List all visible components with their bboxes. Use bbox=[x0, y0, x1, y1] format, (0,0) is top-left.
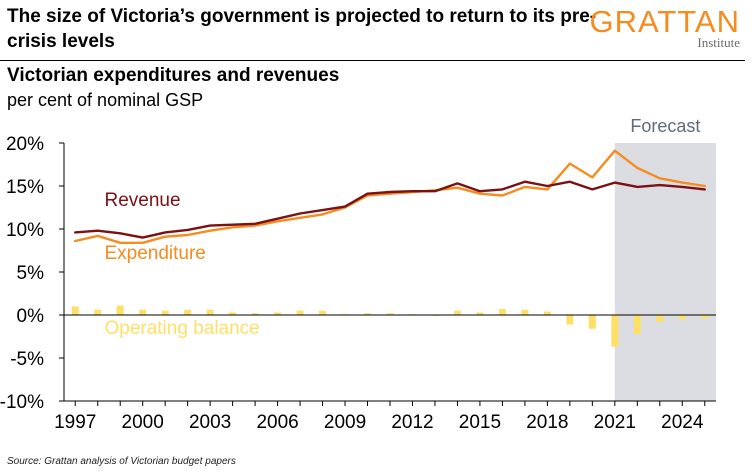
operating-balance-bar-2001 bbox=[161, 310, 169, 315]
source-note: Source: Grattan analysis of Victorian bu… bbox=[7, 456, 236, 467]
operating-balance-bar-2019 bbox=[566, 315, 574, 325]
operating-balance-bar-2015 bbox=[476, 312, 484, 315]
operating-balance-bar-2005 bbox=[251, 313, 259, 315]
x-tick-label-2024: 2024 bbox=[661, 412, 704, 433]
operating-balance-bar-2007 bbox=[296, 310, 304, 315]
revenue-line bbox=[73, 180, 706, 239]
operating-balance-bar-2021 bbox=[611, 315, 619, 347]
operating-balance-bar-2011 bbox=[386, 313, 394, 315]
logo-subtitle: Institute bbox=[697, 35, 740, 50]
expenditure-label: Expenditure bbox=[104, 243, 205, 264]
headline: The size of Victoria’s government is pro… bbox=[7, 6, 597, 52]
x-tick-label-2021: 2021 bbox=[594, 412, 636, 433]
grattan-logo: GRATTAN Institute bbox=[589, 6, 740, 51]
operating-balance-bar-2018 bbox=[543, 311, 551, 315]
x-tick-label-2018: 2018 bbox=[526, 412, 568, 433]
y-tick-label-3: 5% bbox=[17, 263, 45, 284]
operating-balance-label: Operating balance bbox=[104, 318, 259, 339]
operating-balance-bar-2017 bbox=[521, 309, 529, 315]
operating-balance-bar-2003 bbox=[206, 309, 214, 315]
operating-balance-bar-2020 bbox=[588, 315, 596, 329]
x-tick-label-2012: 2012 bbox=[391, 412, 433, 433]
operating-balance-bar-2022 bbox=[633, 315, 641, 334]
logo-name: GRATTAN bbox=[589, 4, 740, 39]
chart-title: Victorian expenditures and revenues bbox=[7, 65, 340, 86]
operating-balance-bar-2004 bbox=[229, 312, 237, 315]
x-tick-label-2000: 2000 bbox=[122, 412, 164, 433]
operating-balance-bar-2010 bbox=[364, 313, 372, 315]
operating-balance-bar-2014 bbox=[453, 310, 461, 315]
operating-balance-bar-2000 bbox=[139, 309, 147, 315]
forecast-label: Forecast bbox=[630, 116, 700, 136]
operating-balance-bar-1997 bbox=[71, 306, 79, 315]
revenue-label: Revenue bbox=[104, 190, 180, 211]
x-tick-label-2015: 2015 bbox=[459, 412, 501, 433]
y-tick-label-5: 15% bbox=[6, 177, 44, 198]
operating-balance-bar-2006 bbox=[274, 312, 282, 315]
operating-balance-bar-1999 bbox=[116, 305, 124, 315]
operating-balance-bar-2025 bbox=[701, 315, 709, 319]
y-tick-label-1: -5% bbox=[10, 349, 44, 370]
header-divider bbox=[0, 60, 745, 61]
x-tick-label-2003: 2003 bbox=[189, 412, 231, 433]
y-tick-label-0: -10% bbox=[0, 392, 44, 413]
x-tick-label-1997: 1997 bbox=[54, 412, 96, 433]
expenditure-line bbox=[73, 149, 706, 245]
operating-balance-bar-2024 bbox=[678, 315, 686, 320]
operating-balance-bar-1998 bbox=[94, 309, 102, 315]
y-tick-label-2: 0% bbox=[17, 306, 45, 327]
operating-balance-bar-2002 bbox=[184, 309, 192, 315]
operating-balance-bar-2016 bbox=[498, 308, 506, 315]
x-tick-label-2006: 2006 bbox=[256, 412, 298, 433]
x-tick-label-2009: 2009 bbox=[324, 412, 366, 433]
operating-balance-bar-2008 bbox=[319, 310, 327, 315]
operating-balance-bar-2023 bbox=[656, 315, 664, 322]
y-tick-label-6: 20% bbox=[6, 134, 44, 155]
chart-subtitle: per cent of nominal GSP bbox=[7, 90, 204, 110]
y-tick-label-4: 10% bbox=[6, 220, 44, 241]
forecast-region bbox=[614, 143, 716, 401]
